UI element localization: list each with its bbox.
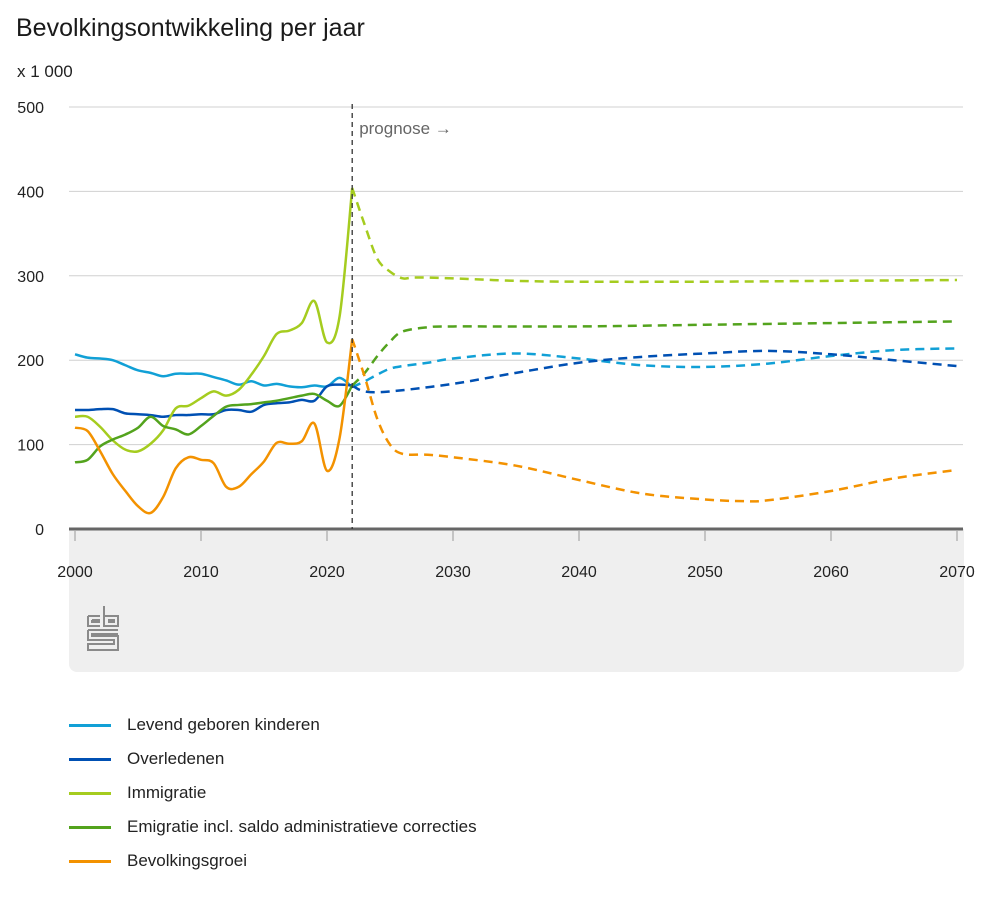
legend-label: Emigratie incl. saldo administratieve co…	[127, 817, 477, 836]
legend-label: Immigratie	[127, 783, 207, 802]
chart-footer-panel	[69, 529, 964, 672]
legend-swatch	[69, 791, 111, 795]
legend-label: Levend geboren kinderen	[127, 715, 320, 734]
y-tick-label: 300	[17, 269, 44, 286]
series-line-observed	[74, 353, 354, 389]
legend: Levend geboren kinderen Overledenen Immigr…	[69, 708, 477, 878]
series-line-observed	[74, 338, 354, 515]
series-line-prognosis	[351, 347, 958, 389]
y-tick-label: 0	[35, 522, 44, 539]
chart-title: Bevolkingsontwikkeling per jaar	[16, 14, 365, 42]
legend-item[interactable]: Overledenen	[69, 742, 477, 776]
x-tick-label: 2040	[561, 564, 597, 581]
x-tick-label: 2060	[813, 564, 849, 581]
legend-item[interactable]: Levend geboren kinderen	[69, 708, 477, 742]
prognosis-label: prognose →	[359, 119, 452, 138]
x-tick-label: 2000	[57, 564, 93, 581]
legend-label: Overledenen	[127, 749, 225, 768]
x-tick-label: 2020	[309, 564, 345, 581]
series-line-observed	[74, 384, 354, 464]
y-axis-unit-label: x 1 000	[17, 62, 73, 81]
x-tick-label: 2050	[687, 564, 723, 581]
line-chart: 0 100 200 300 400 500 2000 2010 2020 2030 2040 2050…	[17, 100, 975, 581]
legend-swatch	[69, 723, 111, 727]
x-tick-label: 2010	[183, 564, 219, 581]
series-line-prognosis	[351, 320, 958, 387]
series-line-prognosis	[351, 187, 958, 284]
x-tick-label: 2070	[939, 564, 975, 581]
legend-swatch	[69, 825, 111, 829]
y-tick-label: 400	[17, 184, 44, 201]
y-tick-label: 200	[17, 353, 44, 370]
series-line-prognosis	[351, 338, 958, 503]
legend-label: Bevolkingsgroei	[127, 851, 248, 870]
legend-swatch	[69, 859, 111, 863]
series-line-prognosis	[351, 349, 958, 394]
x-tick-label: 2030	[435, 564, 471, 581]
y-tick-label: 500	[17, 100, 44, 117]
legend-item[interactable]: Emigratie incl. saldo administratieve co…	[69, 810, 477, 844]
legend-swatch	[69, 757, 111, 761]
series-line-observed	[74, 383, 353, 418]
legend-item[interactable]: Immigratie	[69, 776, 477, 810]
series-line-observed	[74, 187, 354, 454]
legend-item[interactable]: Bevolkingsgroei	[69, 844, 477, 878]
y-tick-label: 100	[17, 438, 44, 455]
cbs-logo-icon	[87, 606, 119, 651]
